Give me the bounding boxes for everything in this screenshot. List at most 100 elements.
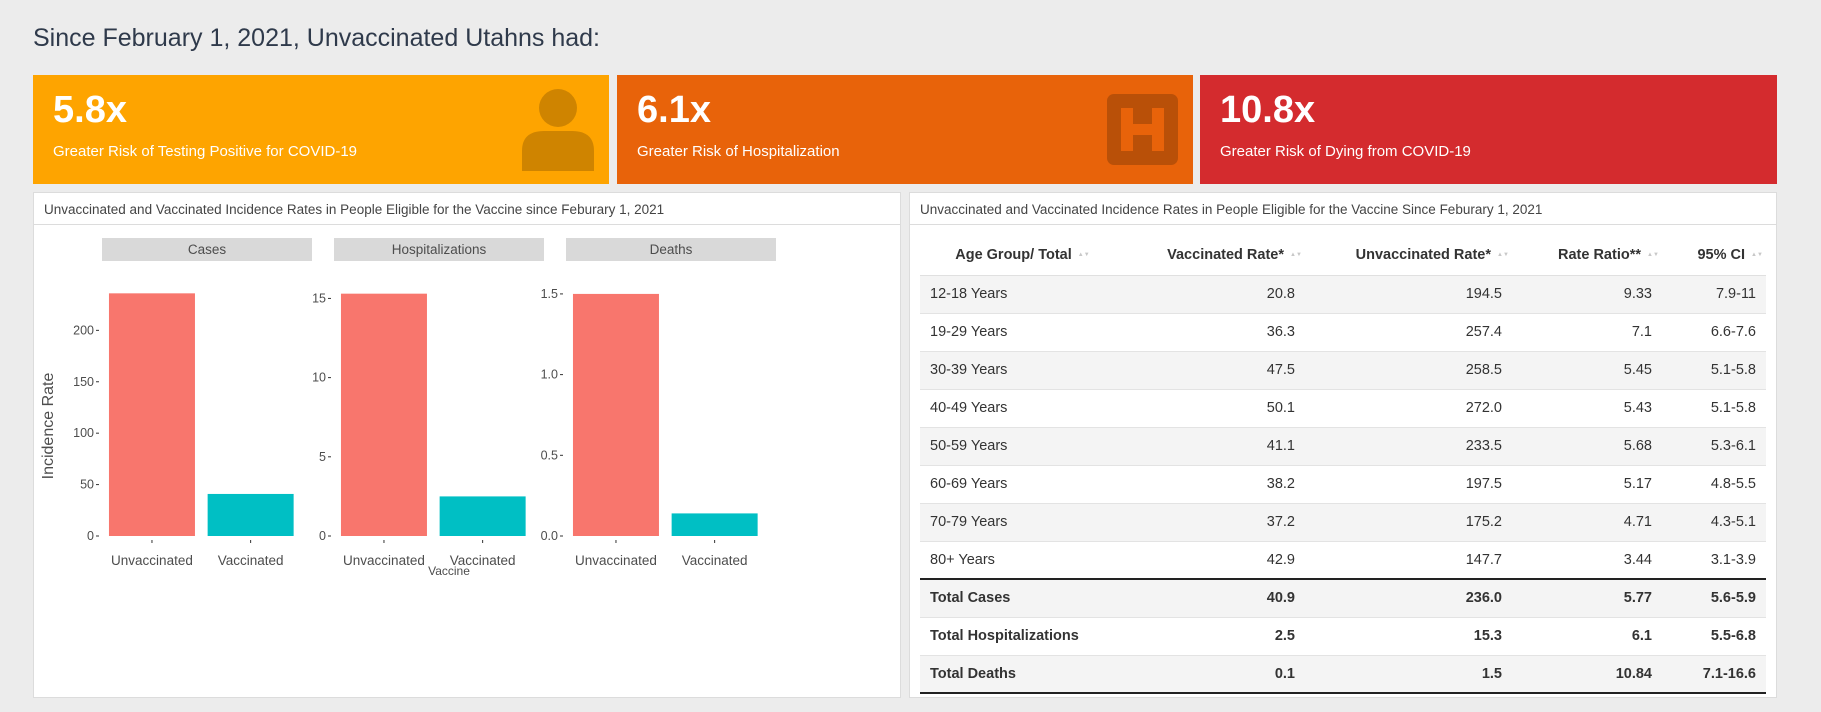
table-panel: Unvaccinated and Vaccinated Incidence Ra… bbox=[909, 192, 1777, 698]
table-cell: 50.1 bbox=[1120, 388, 1305, 427]
risk-value: 5.8x bbox=[53, 89, 127, 131]
risk-value: 6.1x bbox=[637, 89, 711, 131]
y-tick-label: 200 bbox=[73, 323, 94, 337]
table-cell: 5.3-6.1 bbox=[1662, 426, 1766, 465]
bar-unvaccinated bbox=[572, 293, 659, 536]
y-tick-label: 10 bbox=[312, 371, 326, 385]
table-row: 50-59 Years 41.1 233.5 5.68 5.3-6.1 bbox=[920, 426, 1766, 465]
bar-unvaccinated bbox=[108, 293, 195, 536]
chart-panel-title: Unvaccinated and Vaccinated Incidence Ra… bbox=[34, 193, 900, 225]
table-cell: 5.1-5.8 bbox=[1662, 350, 1766, 389]
sort-icon[interactable]: ▲▼ bbox=[1290, 251, 1302, 258]
y-axis-label: Incidence Rate bbox=[40, 373, 57, 480]
y-tick-label: 1.5 bbox=[541, 287, 558, 301]
table-row: 40-49 Years 50.1 272.0 5.43 5.1-5.8 bbox=[920, 388, 1766, 427]
column-header[interactable]: Age Group/ Total ▲▼ bbox=[920, 235, 1120, 276]
column-header-label: Age Group/ Total bbox=[955, 246, 1072, 263]
table-cell: 12-18 Years bbox=[920, 274, 1120, 313]
table-cell: 7.1 bbox=[1512, 312, 1662, 351]
facet-label: Cases bbox=[188, 242, 227, 257]
table-cell: 36.3 bbox=[1120, 312, 1305, 351]
column-header-label: Rate Ratio** bbox=[1558, 246, 1641, 263]
x-tick-label: Unvaccinated bbox=[111, 553, 193, 568]
table-cell: 175.2 bbox=[1305, 502, 1512, 541]
table-cell: 70-79 Years bbox=[920, 502, 1120, 541]
table-cell: 50-59 Years bbox=[920, 426, 1120, 465]
table-cell: 233.5 bbox=[1305, 426, 1512, 465]
table-row: 80+ Years 42.9 147.7 3.44 3.1-3.9 bbox=[920, 540, 1766, 579]
table-cell: 20.8 bbox=[1120, 274, 1305, 313]
table-header-row: Age Group/ Total ▲▼ Vaccinated Rate* ▲▼ Unva… bbox=[920, 235, 1766, 276]
table-cell: 7.9-11 bbox=[1662, 274, 1766, 313]
table-cell: 30-39 Years bbox=[920, 350, 1120, 389]
table-cell: 19-29 Years bbox=[920, 312, 1120, 351]
total-row: Total Cases 40.9 236.0 5.77 5.6-5.9 bbox=[920, 578, 1766, 617]
table-cell: 147.7 bbox=[1305, 540, 1512, 579]
facet-label: Deaths bbox=[650, 242, 693, 257]
facet-strip bbox=[566, 238, 776, 261]
table-cell: 5.45 bbox=[1512, 350, 1662, 389]
column-header[interactable]: Rate Ratio** ▲▼ bbox=[1512, 235, 1662, 276]
table-cell: 40.9 bbox=[1120, 578, 1305, 617]
table-cell: 4.71 bbox=[1512, 502, 1662, 541]
table-cell: 42.9 bbox=[1120, 540, 1305, 579]
table-cell: 1.5 bbox=[1305, 654, 1512, 694]
table-cell: 5.6-5.9 bbox=[1662, 578, 1766, 617]
column-header-label: 95% CI bbox=[1697, 246, 1745, 263]
sort-icon[interactable]: ▲▼ bbox=[1751, 251, 1763, 258]
table-row: 19-29 Years 36.3 257.4 7.1 6.6-7.6 bbox=[920, 312, 1766, 351]
rates-table: Age Group/ Total ▲▼ Vaccinated Rate* ▲▼ Unva… bbox=[920, 235, 1766, 694]
table-cell: 3.44 bbox=[1512, 540, 1662, 579]
x-tick-label: Vaccinated bbox=[682, 553, 748, 568]
bar-vaccinated bbox=[207, 493, 294, 536]
y-tick-label: 1.0 bbox=[541, 368, 558, 382]
x-tick-label: Unvaccinated bbox=[575, 553, 657, 568]
y-tick-label: 0.0 bbox=[541, 529, 558, 543]
x-tick-label: Vaccinated bbox=[450, 553, 516, 568]
column-header[interactable]: Vaccinated Rate* ▲▼ bbox=[1120, 235, 1305, 276]
table-cell: 47.5 bbox=[1120, 350, 1305, 389]
table-cell: 41.1 bbox=[1120, 426, 1305, 465]
column-header-label: Unvaccinated Rate* bbox=[1355, 246, 1491, 263]
table-cell: 5.77 bbox=[1512, 578, 1662, 617]
sort-icon[interactable]: ▲▼ bbox=[1497, 251, 1509, 258]
table-row: 70-79 Years 37.2 175.2 4.71 4.3-5.1 bbox=[920, 502, 1766, 541]
table-cell: 197.5 bbox=[1305, 464, 1512, 503]
table-cell: Total Hospitalizations bbox=[920, 616, 1120, 655]
table-cell: 0.1 bbox=[1120, 654, 1305, 694]
table-cell: 10.84 bbox=[1512, 654, 1662, 694]
table-cell: 257.4 bbox=[1305, 312, 1512, 351]
hospital-icon bbox=[1107, 94, 1178, 165]
table-cell: 194.5 bbox=[1305, 274, 1512, 313]
table-cell: 3.1-3.9 bbox=[1662, 540, 1766, 579]
table-cell: 6.6-7.6 bbox=[1662, 312, 1766, 351]
column-header[interactable]: 95% CI ▲▼ bbox=[1662, 235, 1766, 276]
table-cell: 5.68 bbox=[1512, 426, 1662, 465]
sort-icon[interactable]: ▲▼ bbox=[1077, 251, 1090, 258]
y-tick-label: 0 bbox=[87, 529, 94, 543]
y-tick-label: 50 bbox=[80, 478, 94, 492]
y-tick-label: 5 bbox=[319, 450, 326, 464]
risk-value: 10.8x bbox=[1220, 89, 1316, 131]
facet-strip bbox=[102, 238, 312, 261]
table-row: 12-18 Years 20.8 194.5 9.33 7.9-11 bbox=[920, 274, 1766, 313]
table-cell: Total Deaths bbox=[920, 654, 1120, 694]
y-tick-label: 15 bbox=[312, 291, 326, 305]
table-cell: 272.0 bbox=[1305, 388, 1512, 427]
bar-vaccinated bbox=[439, 496, 526, 536]
total-row: Total Deaths 0.1 1.5 10.84 7.1-16.6 bbox=[920, 654, 1766, 694]
table-cell: 38.2 bbox=[1120, 464, 1305, 503]
column-header[interactable]: Unvaccinated Rate* ▲▼ bbox=[1305, 235, 1512, 276]
table-row: 60-69 Years 38.2 197.5 5.17 4.8-5.5 bbox=[920, 464, 1766, 503]
y-tick-label: 150 bbox=[73, 375, 94, 389]
y-tick-label: 0.5 bbox=[541, 448, 558, 462]
table-panel-title: Unvaccinated and Vaccinated Incidence Ra… bbox=[910, 193, 1776, 225]
table-cell: 60-69 Years bbox=[920, 464, 1120, 503]
x-tick-label: Vaccinated bbox=[218, 553, 284, 568]
table-cell: 7.1-16.6 bbox=[1662, 654, 1766, 694]
table-cell: 236.0 bbox=[1305, 578, 1512, 617]
table-cell: 5.5-6.8 bbox=[1662, 616, 1766, 655]
sort-icon[interactable]: ▲▼ bbox=[1647, 251, 1659, 258]
table-cell: 4.8-5.5 bbox=[1662, 464, 1766, 503]
